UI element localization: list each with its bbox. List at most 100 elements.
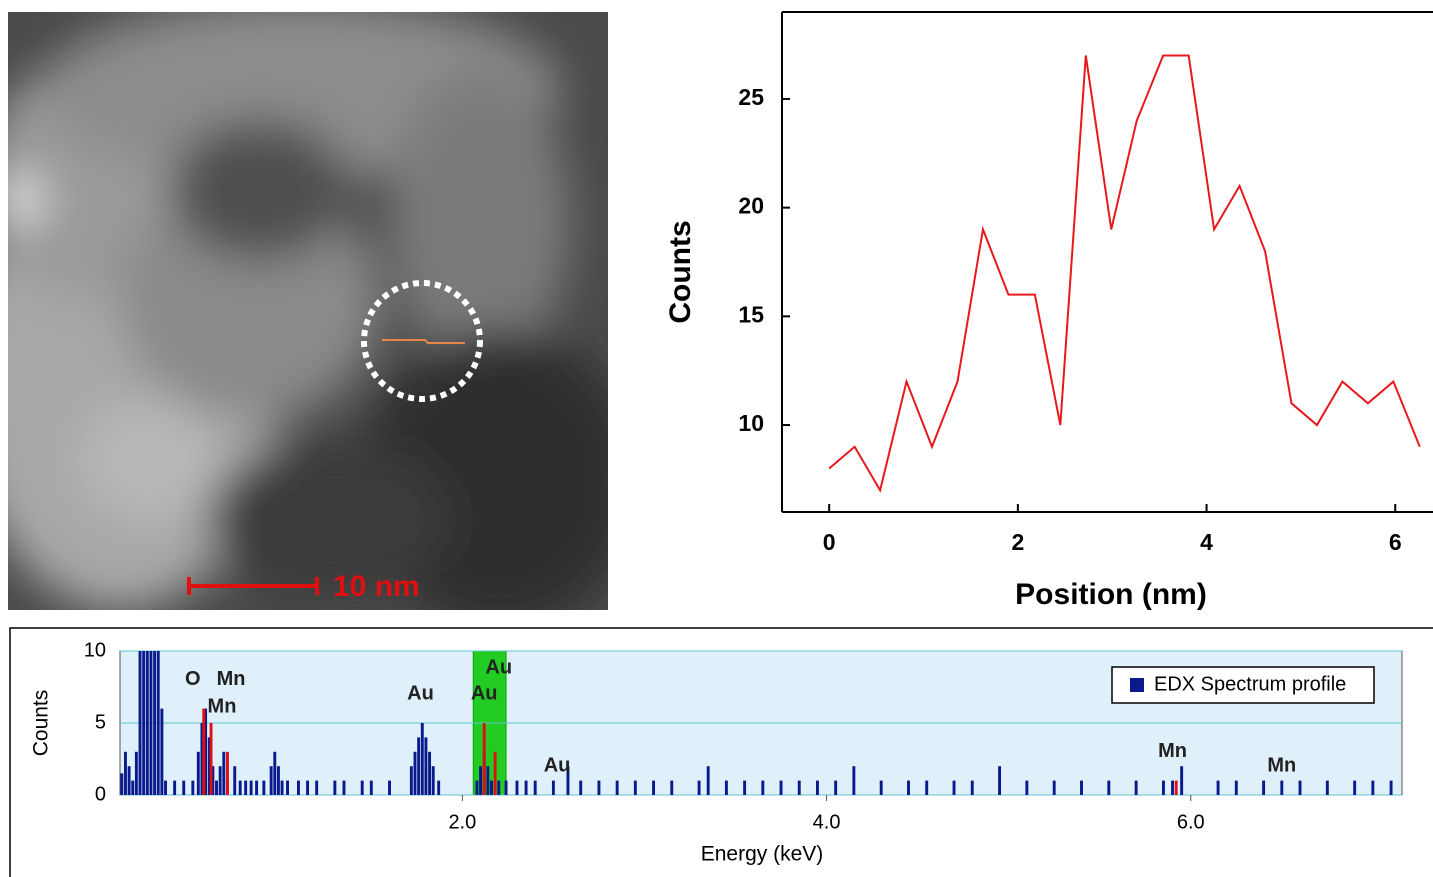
x-tick-label: 2.0 [448,811,476,833]
bar [479,766,482,795]
bar [670,781,673,795]
y-axis-label: Counts [30,690,53,757]
bar [421,723,424,795]
bar [534,781,537,795]
bar [475,781,478,795]
bar [1353,781,1356,795]
y-tick-label: 15 [738,301,764,327]
bar [286,781,289,795]
y-tick-label: 0 [95,783,106,805]
bar [262,781,265,795]
bar [277,766,280,795]
annotation: Au [407,682,434,704]
annotation: Au [544,754,571,776]
bar [432,766,435,795]
bar [525,781,528,795]
bar [798,781,801,795]
bar [135,752,138,795]
y-tick-label: 10 [738,410,764,436]
bar [1107,781,1110,795]
bar [971,781,974,795]
bar [1053,781,1056,795]
bar [197,752,200,795]
bar [428,752,431,795]
bar [816,781,819,795]
legend-label: EDX Spectrum profile [1154,673,1346,695]
scale-bar-label: 10 nm [333,570,420,603]
bar [315,781,318,795]
micrograph [0,0,640,630]
x-axis-label: Position (nm) [1015,578,1207,611]
bar [552,781,555,795]
bar [852,766,855,795]
bar [497,781,500,795]
bar [128,766,131,795]
bar [925,781,928,795]
annotation: O [185,668,201,690]
bar [333,781,336,795]
bar [437,781,440,795]
x-tick-label: 0 [823,529,836,555]
bar [1162,781,1165,795]
bar [490,781,493,795]
x-tick-label: 6 [1389,529,1402,555]
y-tick-label: 10 [84,639,106,661]
bar [1326,781,1329,795]
bar [370,781,373,795]
bar [1217,781,1220,795]
bar [1390,781,1393,795]
bar [226,752,229,795]
y-tick-label: 25 [738,84,764,110]
bar [210,723,213,795]
bar [255,781,258,795]
bar [202,709,205,795]
bar [244,781,247,795]
bar [173,781,176,795]
bar [417,737,420,795]
figure: 10 nm 101520250246Position (nm)Counts051… [0,0,1433,877]
bar [239,781,242,795]
bar [1280,781,1283,795]
bar [483,723,486,795]
bar [281,781,284,795]
y-tick-label: 5 [95,711,106,733]
bar [743,781,746,795]
bar [297,781,300,795]
bar [597,781,600,795]
annotation: Mn [1267,754,1296,776]
bar [1025,781,1028,795]
bar [160,709,163,795]
y-axis-label: Counts [664,220,697,323]
bar [1135,781,1138,795]
bar [652,781,655,795]
annotation: Mn [1158,740,1187,762]
bar [343,781,346,795]
bar [120,773,123,795]
bar [1175,781,1178,795]
bar [388,781,391,795]
bar [494,752,497,795]
y-tick-label: 20 [738,193,764,219]
x-tick-label: 6.0 [1177,811,1205,833]
bar [698,781,701,795]
bar [124,752,127,795]
annotation: Mn [217,668,246,690]
data-line [829,55,1420,490]
x-tick-label: 4.0 [813,811,841,833]
bar [191,781,194,795]
bar [780,781,783,795]
x-tick-label: 2 [1011,529,1024,555]
bar [139,651,142,795]
bar [1180,766,1183,795]
legend-swatch [1130,678,1144,692]
bar [953,781,956,795]
bar [880,781,883,795]
bar [164,781,167,795]
bar [424,737,427,795]
bar [634,781,637,795]
annotation: Au [471,682,498,704]
bar [361,781,364,795]
bar [505,781,508,795]
bar [131,781,134,795]
bar [761,781,764,795]
